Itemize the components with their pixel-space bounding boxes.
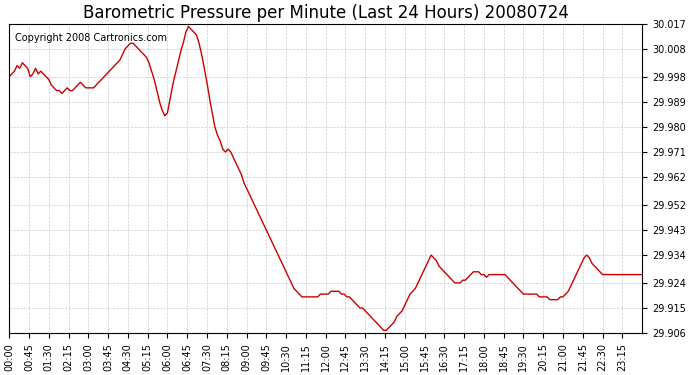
Title: Barometric Pressure per Minute (Last 24 Hours) 20080724: Barometric Pressure per Minute (Last 24 … [83, 4, 569, 22]
Text: Copyright 2008 Cartronics.com: Copyright 2008 Cartronics.com [15, 33, 168, 43]
